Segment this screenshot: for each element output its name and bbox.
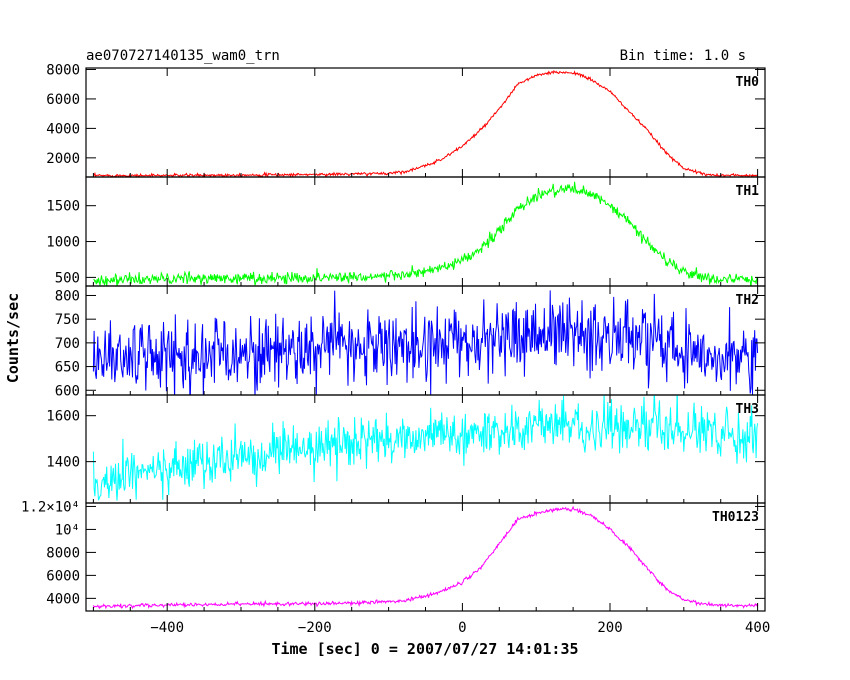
x-axis-title: Time [sec] 0 = 2007/07/27 14:01:35 <box>271 640 578 658</box>
y-tick-label-th0123: 8000 <box>46 545 80 561</box>
chart-title: ae070727140135_wam0_trn <box>86 48 280 64</box>
panel-th3: 1400 1600 TH3 <box>46 394 766 504</box>
y-tick-label-th0123: 10⁴ <box>55 522 80 538</box>
y-tick-label-th0: 6000 <box>46 92 80 108</box>
series-line-th3 <box>92 395 759 501</box>
series-line-th2 <box>92 290 759 395</box>
y-tick-label-th1: 1000 <box>46 235 80 251</box>
panel-th1: 500 1000 1500 TH1 <box>46 176 766 287</box>
bin-time-label: Bin time: 1.0 s <box>620 48 746 64</box>
panel-th0: 2000 4000 6000 8000 TH0 <box>46 62 766 178</box>
y-tick-label-th2: 800 <box>55 288 80 304</box>
y-tick-label-th0: 4000 <box>46 121 80 137</box>
x-axis-tick-labels: −400 −200 0 200 400 <box>150 620 770 636</box>
y-tick-label-th3: 1400 <box>46 455 80 471</box>
y-tick-label-th0: 8000 <box>46 62 80 78</box>
x-tick-label: 200 <box>597 620 622 636</box>
panel-label-th2: TH2 <box>736 293 759 308</box>
x-tick-label: −400 <box>150 620 184 636</box>
panel-frame-th1 <box>85 176 766 287</box>
panel-frame-th0123 <box>85 502 766 612</box>
y-tick-label-th3: 1600 <box>46 409 80 425</box>
y-tick-label-th1: 500 <box>55 270 80 286</box>
y-tick-label-th0123: 6000 <box>46 568 80 584</box>
y-tick-label-th2: 600 <box>55 383 80 399</box>
panel-label-th0123: TH0123 <box>712 510 759 525</box>
y-tick-label-th0123: 4000 <box>46 591 80 607</box>
x-tick-label: −200 <box>298 620 332 636</box>
panels-layer: 2000 4000 6000 8000 TH0 500 1000 1500 TH1 600 650 7… <box>21 62 766 612</box>
series-line-th0 <box>93 69 758 177</box>
series-line-th1 <box>93 181 759 286</box>
panel-label-th0: TH0 <box>736 75 760 90</box>
y-tick-label-th1: 1500 <box>46 199 80 215</box>
panel-label-th1: TH1 <box>736 184 760 199</box>
series-line-th0123 <box>92 505 759 610</box>
panel-frame-th0 <box>85 67 766 178</box>
y-tick-label-th0: 2000 <box>46 151 80 167</box>
x-tick-label: 0 <box>458 620 466 636</box>
panel-th2: 600 650 700 750 800 TH2 <box>55 285 766 399</box>
y-tick-label-th2: 700 <box>55 336 80 352</box>
y-tick-label-th0123: 1.2×10⁴ <box>21 499 80 515</box>
panel-label-th3: TH3 <box>736 402 759 417</box>
y-tick-label-th2: 650 <box>55 360 80 376</box>
panel-th0123: 4000 6000 8000 10⁴ 1.2×10⁴ TH0123 <box>21 499 766 612</box>
y-tick-label-th2: 750 <box>55 312 80 328</box>
x-tick-label: 400 <box>745 620 770 636</box>
y-axis-title: Counts/sec <box>4 293 22 383</box>
